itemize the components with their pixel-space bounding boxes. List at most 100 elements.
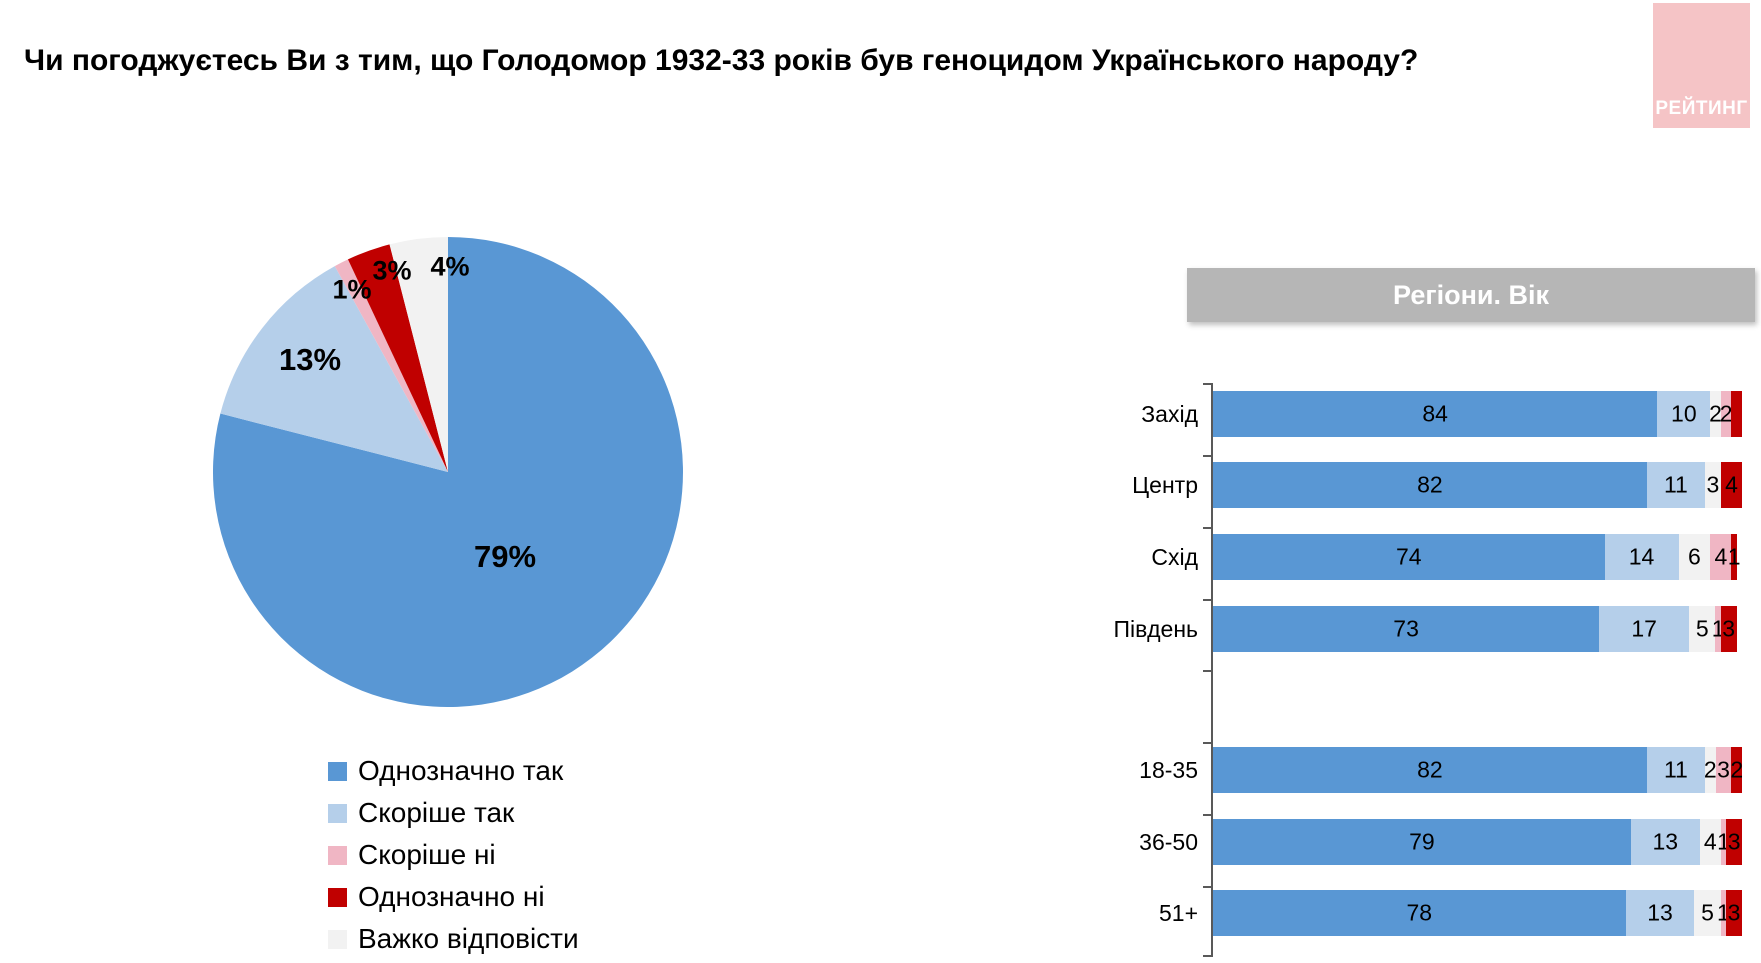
legend-swatch-rather-yes (328, 803, 347, 823)
pie-slice-rather-yes (220, 266, 448, 472)
bar-category-label: Південь (1113, 616, 1199, 642)
bar-segment-value: 4 (1703, 828, 1717, 855)
legend-item: Однозначно ні (328, 876, 579, 918)
bar-segment-rather-yes: 11 (1646, 462, 1705, 508)
bar-segment-value: 3 (1727, 899, 1741, 926)
bar-row: 79 13 4 1 3 (1213, 819, 1743, 865)
bar-segment-rather-yes: 13 (1625, 890, 1695, 936)
pie-chart (213, 237, 683, 707)
bar-segment-definitely-yes: 82 (1213, 462, 1647, 508)
pie-label-hard-to-say: 4% (430, 251, 470, 282)
axis-tick (1203, 886, 1211, 888)
bar-row: 82 11 3 4 (1213, 462, 1743, 508)
bar-segment-definitely-yes: 73 (1213, 606, 1600, 652)
pie-legend: Однозначно так Скоріше так Скоріше ні Одноз… (328, 750, 579, 960)
bar-row: 82 11 2 3 2 (1213, 747, 1743, 793)
bar-segment-definitely-no: 3 (1720, 606, 1737, 652)
bar-segment-value: 2 (1719, 400, 1733, 427)
bar-segment-value: 79 (1409, 828, 1435, 855)
axis-tick (1203, 670, 1211, 672)
bar-segment-definitely-no: 1 (1728, 534, 1741, 580)
right-panel-header: Регіони. Вік (1187, 268, 1755, 322)
bar-segment-definitely-yes: 79 (1213, 819, 1631, 865)
rating-logo-text: РЕЙТИНГ (1655, 98, 1748, 119)
bar-segment-value: 6 (1688, 543, 1701, 570)
bar-segment-definitely-no: 4 (1720, 462, 1743, 508)
pie-slice-hard-to-say (389, 237, 448, 472)
axis-tick (1203, 527, 1211, 529)
bar-row: 74 14 6 4 1 (1213, 534, 1741, 580)
bar-segment-rather-yes: 14 (1604, 534, 1679, 580)
bar-segment-definitely-yes: 74 (1213, 534, 1605, 580)
bar-axis (1211, 383, 1213, 957)
pie-slice-definitely-yes (213, 237, 683, 707)
bar-category-label: Центр (1132, 472, 1198, 498)
bar-segment-definitely-no (1731, 391, 1743, 437)
bar-segment-hard-to-say: 5 (1689, 606, 1716, 652)
bar-segment-value: 5 (1695, 615, 1709, 642)
bar-category-label: 51+ (1158, 900, 1198, 926)
bar-segment-value: 11 (1663, 756, 1688, 783)
legend-swatch-definitely-no (328, 887, 347, 907)
bar-segment-value: 1 (1727, 543, 1741, 570)
axis-tick (1203, 455, 1211, 457)
bar-segment-value: 3 (1717, 756, 1730, 783)
legend-label: Однозначно так (358, 755, 564, 786)
bar-segment-hard-to-say: 6 (1678, 534, 1711, 580)
pie-slice-definitely-no (347, 244, 448, 472)
bar-category-label: Схід (1151, 544, 1198, 570)
pie-slice-rather-no (334, 259, 448, 472)
bar-segment-rather-yes: 13 (1630, 819, 1700, 865)
bar-segment-value: 4 (1725, 471, 1738, 498)
legend-item: Скоріше так (328, 792, 579, 834)
legend-swatch-hard-to-say (328, 929, 347, 949)
bar-segment-value: 3 (1727, 828, 1741, 855)
bar-segment-value: 14 (1628, 543, 1655, 570)
bar-segment-value: 3 (1722, 615, 1736, 642)
bar-segment-rather-yes: 10 (1657, 391, 1711, 437)
bar-segment-rather-no: 4 (1710, 534, 1732, 580)
bar-segment-definitely-no: 2 (1730, 747, 1743, 793)
pie-label-rather-yes: 13% (278, 342, 342, 377)
bar-category-label: 36-50 (1139, 829, 1198, 855)
bar-segment-value: 17 (1631, 615, 1657, 642)
bar-row: 73 17 5 1 3 (1213, 606, 1737, 652)
bar-segment-value: 84 (1422, 400, 1448, 427)
axis-tick (1203, 599, 1211, 601)
legend-label: Скоріше так (358, 797, 515, 828)
bar-segment-value: 13 (1647, 899, 1673, 926)
legend-swatch-definitely-yes (328, 761, 347, 781)
bar-segment-value: 2 (1703, 756, 1717, 783)
page-title: Чи погоджуєтесь Ви з тим, що Голодомор 1… (24, 44, 1419, 77)
bar-segment-definitely-yes: 84 (1213, 391, 1658, 437)
bar-segment-definitely-yes: 78 (1213, 890, 1626, 936)
axis-tick (1203, 814, 1211, 816)
legend-label: Однозначно ні (358, 881, 545, 912)
bar-segment-definitely-yes: 82 (1213, 747, 1647, 793)
legend-item: Однозначно так (328, 750, 579, 792)
axis-tick (1203, 383, 1211, 385)
bar-row: 84 10 2 2 (1213, 391, 1743, 437)
bar-segment-hard-to-say: 2 (1709, 391, 1722, 437)
bar-segment-definitely-no: 3 (1726, 819, 1743, 865)
bar-segment-hard-to-say: 2 (1703, 747, 1717, 793)
bar-segment-rather-no: 2 (1719, 391, 1733, 437)
bar-category-label: Захід (1141, 401, 1198, 427)
bar-segment-rather-yes: 17 (1599, 606, 1690, 652)
bar-segment-value: 73 (1393, 615, 1419, 642)
bar-segment-rather-yes: 11 (1646, 747, 1705, 793)
bar-segment-hard-to-say: 4 (1699, 819, 1721, 865)
bar-category-label: 18-35 (1139, 757, 1198, 783)
bar-segment-value: 3 (1706, 471, 1720, 498)
bar-segment-value: 13 (1652, 828, 1679, 855)
bar-segment-value: 82 (1417, 471, 1443, 498)
bar-segment-value: 82 (1417, 756, 1443, 783)
bar-segment-rather-no: 3 (1715, 747, 1732, 793)
legend-swatch-rather-no (328, 845, 347, 865)
legend-item: Важко відповісти (328, 918, 579, 960)
axis-tick (1203, 742, 1211, 744)
pie-label-definitely-no: 3% (372, 255, 412, 286)
bar-segment-value: 78 (1406, 899, 1433, 926)
pie-label-definitely-yes: 79% (473, 539, 537, 574)
